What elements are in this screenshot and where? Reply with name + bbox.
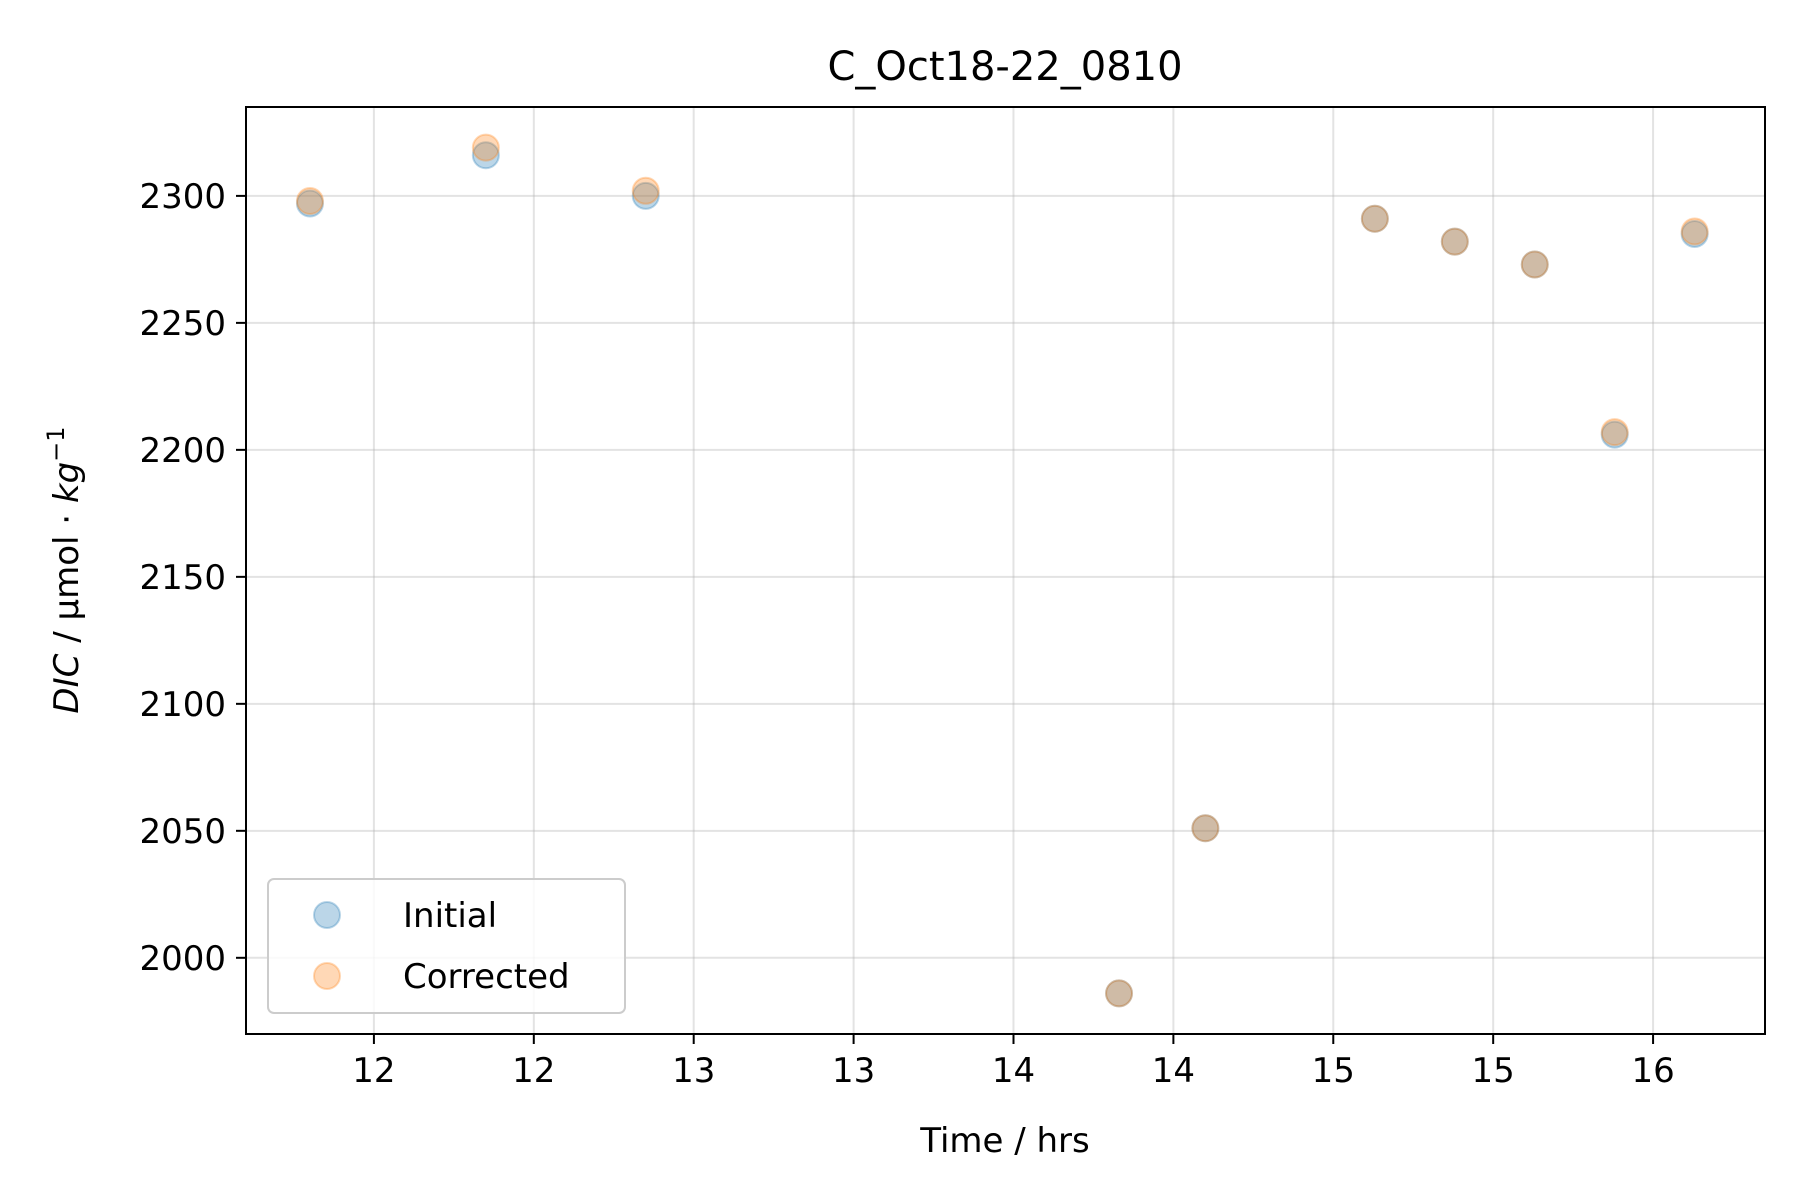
y-axis-unit-exponent: −1 xyxy=(42,426,70,461)
point-initial xyxy=(631,181,660,210)
x-tick-label: 16 xyxy=(1631,1051,1674,1091)
grid xyxy=(246,107,1765,1034)
point-initial xyxy=(1520,250,1549,279)
point-corrected xyxy=(1360,204,1389,233)
x-tick-label: 15 xyxy=(1312,1051,1355,1091)
point-corrected xyxy=(471,133,500,162)
y-axis-quantity: DIC xyxy=(47,653,87,713)
point-initial xyxy=(295,189,324,218)
legend-marker-corrected xyxy=(313,962,341,990)
point-initial xyxy=(1360,204,1389,233)
y-tick-label: 2200 xyxy=(139,431,226,471)
point-corrected xyxy=(1191,814,1220,843)
x-axis-label: Time / hrs xyxy=(919,1121,1090,1161)
x-tick-label: 14 xyxy=(992,1051,1035,1091)
x-tick-label: 13 xyxy=(832,1051,875,1091)
point-corrected xyxy=(295,186,324,215)
y-axis-unit-italic: kg xyxy=(47,462,87,503)
y-tick-label: 2250 xyxy=(139,304,226,344)
point-initial xyxy=(1600,420,1629,449)
y-tick-label: 2100 xyxy=(139,685,226,725)
y-tick-label: 2150 xyxy=(139,558,226,598)
legend-marker-initial xyxy=(313,901,341,929)
y-tick-label: 2000 xyxy=(139,939,226,979)
y-tick-label: 2300 xyxy=(139,177,226,217)
point-corrected xyxy=(1520,250,1549,279)
point-initial xyxy=(1680,219,1709,248)
point-corrected xyxy=(631,176,660,205)
point-initial xyxy=(1191,814,1220,843)
point-corrected xyxy=(1440,227,1469,256)
point-initial xyxy=(1105,979,1134,1008)
point-initial xyxy=(471,141,500,170)
y-axis-unit: μmol · xyxy=(47,503,87,620)
legend: Initial Corrected xyxy=(267,878,626,1014)
y-axis-label: DIC / μmol · kg−1 xyxy=(42,426,87,713)
point-initial xyxy=(1440,227,1469,256)
y-tick-label: 2050 xyxy=(139,812,226,852)
data-points xyxy=(295,133,1709,1008)
x-tick-label: 12 xyxy=(352,1051,395,1091)
point-corrected xyxy=(1600,418,1629,447)
axis-ticks: 12 12 13 13 14 14 15 15 16 2000 2050 2100 2150 2200 22… xyxy=(139,177,1674,1091)
x-tick-label: 12 xyxy=(512,1051,555,1091)
x-tick-label: 14 xyxy=(1152,1051,1195,1091)
legend-label-initial: Initial xyxy=(403,896,497,936)
legend-box xyxy=(267,878,626,1014)
x-tick-label: 15 xyxy=(1472,1051,1515,1091)
plot-frame xyxy=(245,106,1766,1035)
y-axis-separator: / xyxy=(47,621,87,654)
x-tick-label: 13 xyxy=(672,1051,715,1091)
chart-title: C_Oct18-22_0810 xyxy=(827,44,1182,90)
point-corrected xyxy=(1105,979,1134,1008)
point-corrected xyxy=(1680,217,1709,246)
legend-label-corrected: Corrected xyxy=(403,957,570,997)
